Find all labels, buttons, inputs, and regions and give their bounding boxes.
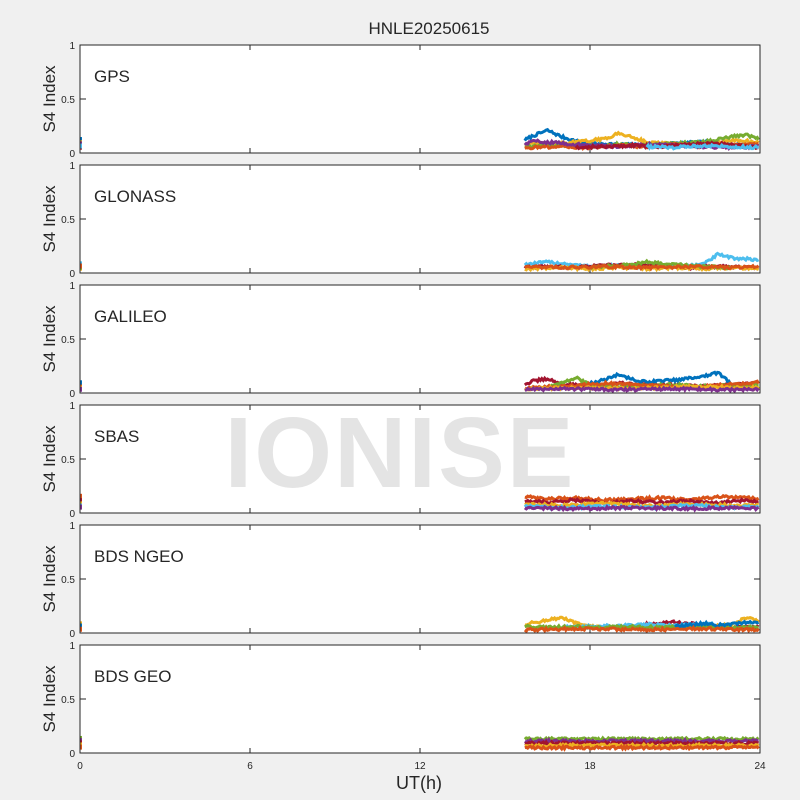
y-tick-label: 1	[69, 401, 75, 412]
panel-sbas: 0 0.5 1 SBAS S4 Index	[40, 401, 761, 520]
series-start-mark	[80, 493, 82, 499]
plot-area	[80, 525, 760, 633]
series-line	[524, 263, 760, 272]
series-start-mark	[80, 504, 82, 510]
series-start-mark	[80, 143, 82, 149]
panel-glonass: 0 0.5 1 GLONASS S4 Index	[40, 161, 761, 280]
y-tick-label: 0	[69, 629, 75, 640]
x-tick-label: 18	[584, 761, 596, 772]
series-line	[524, 379, 760, 391]
panel-gps: 0 0.5 1 GPS S4 Index	[40, 41, 761, 160]
y-axis-label: S4 Index	[40, 665, 59, 733]
plot-area	[80, 165, 760, 273]
series-start-mark	[80, 498, 82, 504]
y-tick-label: 1	[69, 641, 75, 652]
y-tick-label: 0.5	[61, 455, 75, 466]
x-tick-label: 6	[247, 761, 253, 772]
axes-box	[79, 524, 761, 634]
y-axis-label: S4 Index	[40, 305, 59, 373]
plot-area	[80, 405, 760, 513]
panel-label: SBAS	[94, 427, 139, 446]
y-tick-label: 0.5	[61, 215, 75, 226]
series-group	[80, 251, 760, 273]
series-line	[524, 743, 760, 752]
panel-bds-ngeo: 0 0.5 1 BDS NGEO S4 Index	[40, 521, 761, 640]
axes-box	[79, 644, 761, 754]
panels-group: 0 0.5 1 GPS S4 Index 0 0.5 1 GLONASS S4 Index 0 0.5…	[40, 41, 766, 772]
series-start-mark	[80, 263, 82, 269]
y-tick-label: 0	[69, 269, 75, 280]
x-tick-label: 12	[414, 761, 426, 772]
y-tick-label: 0	[69, 509, 75, 520]
panel-label: GALILEO	[94, 307, 167, 326]
panel-label: BDS GEO	[94, 667, 171, 686]
y-axis-label: S4 Index	[40, 185, 59, 253]
axes-box	[79, 284, 761, 394]
series-line	[524, 385, 760, 393]
y-axis-label: S4 Index	[40, 65, 59, 133]
series-group	[80, 493, 760, 513]
panel-label: BDS NGEO	[94, 547, 184, 566]
axes-box	[79, 164, 761, 274]
plot-area	[80, 285, 760, 393]
series-group	[80, 735, 760, 752]
series-line	[588, 370, 732, 386]
figure-title: HNLE20250615	[369, 19, 490, 38]
panel-label: GPS	[94, 67, 130, 86]
y-tick-label: 0	[69, 389, 75, 400]
x-axis-label: UT(h)	[396, 773, 442, 793]
panel-bds-geo: 0 0.5 1 BDS GEO S4 Index	[40, 641, 761, 760]
series-start-mark	[80, 137, 82, 143]
x-tick-label: 0	[77, 761, 83, 772]
plot-area	[80, 45, 760, 153]
series-group	[80, 615, 760, 633]
series-line	[523, 504, 760, 513]
y-tick-label: 0.5	[61, 695, 75, 706]
y-tick-label: 0.5	[61, 335, 75, 346]
series-start-mark	[80, 623, 82, 629]
x-tick-label: 24	[754, 761, 766, 772]
series-start-mark	[80, 626, 82, 632]
series-start-mark	[80, 380, 82, 386]
axes-box	[79, 404, 761, 514]
axes-box	[79, 44, 761, 154]
y-tick-label: 1	[69, 161, 75, 172]
y-tick-label: 0	[69, 749, 75, 760]
y-tick-label: 1	[69, 521, 75, 532]
series-line	[524, 493, 760, 504]
series-line	[673, 619, 760, 629]
panel-galileo: 0 0.5 1 GALILEO S4 Index	[40, 281, 761, 400]
y-tick-label: 0	[69, 149, 75, 160]
panel-label: GLONASS	[94, 187, 176, 206]
series-line	[524, 739, 759, 748]
series-start-mark	[80, 744, 82, 750]
series-group	[80, 370, 760, 393]
series-line	[645, 142, 760, 151]
y-tick-label: 0.5	[61, 95, 75, 106]
series-group	[80, 127, 760, 151]
y-axis-label: S4 Index	[40, 545, 59, 613]
plot-area	[80, 645, 760, 753]
series-line	[523, 624, 760, 633]
y-tick-label: 1	[69, 41, 75, 52]
series-start-mark	[80, 386, 82, 392]
y-tick-label: 0.5	[61, 575, 75, 586]
y-tick-label: 1	[69, 281, 75, 292]
y-axis-label: S4 Index	[40, 425, 59, 493]
series-line	[574, 140, 759, 151]
